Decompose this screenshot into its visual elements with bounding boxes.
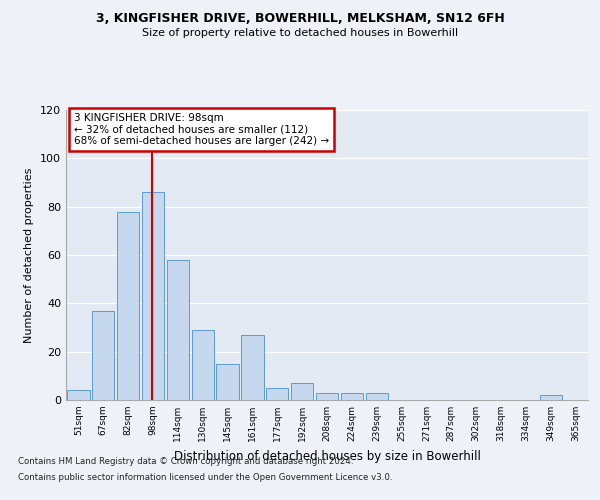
Text: Contains HM Land Registry data © Crown copyright and database right 2024.: Contains HM Land Registry data © Crown c…: [18, 458, 353, 466]
Bar: [241, 335, 263, 400]
Text: Size of property relative to detached houses in Bowerhill: Size of property relative to detached ho…: [142, 28, 458, 38]
Bar: [92, 310, 115, 400]
Bar: [266, 388, 289, 400]
Y-axis label: Number of detached properties: Number of detached properties: [25, 168, 34, 342]
X-axis label: Distribution of detached houses by size in Bowerhill: Distribution of detached houses by size …: [173, 450, 481, 462]
Text: Contains public sector information licensed under the Open Government Licence v3: Contains public sector information licen…: [18, 472, 392, 482]
Bar: [365, 393, 388, 400]
Bar: [117, 212, 139, 400]
Bar: [191, 330, 214, 400]
Bar: [67, 390, 89, 400]
Bar: [217, 364, 239, 400]
Bar: [316, 393, 338, 400]
Bar: [167, 260, 189, 400]
Bar: [539, 395, 562, 400]
Bar: [341, 393, 363, 400]
Bar: [142, 192, 164, 400]
Bar: [291, 383, 313, 400]
Text: 3, KINGFISHER DRIVE, BOWERHILL, MELKSHAM, SN12 6FH: 3, KINGFISHER DRIVE, BOWERHILL, MELKSHAM…: [95, 12, 505, 26]
Text: 3 KINGFISHER DRIVE: 98sqm
← 32% of detached houses are smaller (112)
68% of semi: 3 KINGFISHER DRIVE: 98sqm ← 32% of detac…: [74, 113, 329, 146]
